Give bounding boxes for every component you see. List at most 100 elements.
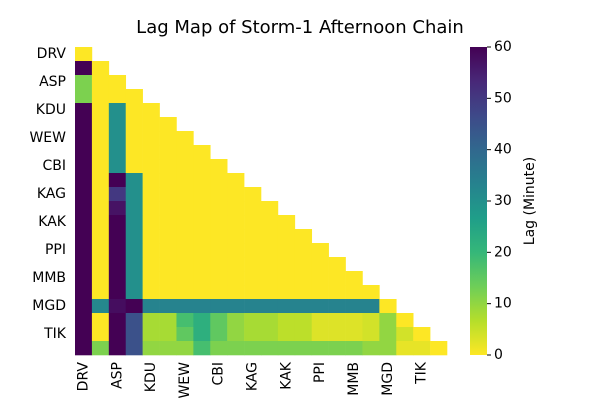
heat-cell [159, 159, 177, 174]
heat-cell [227, 173, 245, 188]
heat-cell [261, 327, 279, 342]
heat-cell [108, 103, 127, 118]
heat-cell [75, 313, 93, 328]
heat-cell [159, 285, 177, 300]
y-tick-label: MMB [32, 270, 66, 286]
heat-cell [159, 117, 177, 132]
heat-cell [125, 131, 143, 146]
heat-cell [176, 327, 194, 342]
heat-cell [261, 201, 279, 216]
heat-cell [176, 271, 194, 286]
heat-cell [277, 271, 296, 286]
heat-cell [108, 215, 127, 230]
heat-cell [159, 327, 177, 342]
heat-cell [227, 243, 245, 258]
heat-cell [108, 75, 127, 90]
heat-cell [75, 271, 93, 286]
heat-cell [277, 215, 296, 230]
heat-cell [294, 313, 313, 328]
heat-cell [277, 299, 296, 314]
heat-cell [193, 173, 211, 188]
heat-cell [142, 215, 160, 230]
heat-cell [294, 327, 313, 342]
heat-cell [91, 229, 110, 244]
heat-cell [108, 145, 127, 160]
heat-cell [193, 271, 211, 286]
heat-cell [210, 243, 228, 258]
heat-cell [227, 327, 245, 342]
heat-cell [210, 173, 228, 188]
heat-cell [362, 313, 380, 328]
heat-cell [108, 159, 127, 174]
heat-cell [193, 243, 211, 258]
heat-cell [277, 341, 296, 356]
heat-cell [328, 257, 346, 272]
heat-cell [193, 341, 211, 356]
heat-cell [261, 313, 279, 328]
heat-cell [75, 61, 93, 76]
heat-cell [328, 271, 346, 286]
heat-cell [75, 117, 93, 132]
heat-cell [345, 285, 363, 300]
heat-cell [91, 243, 110, 258]
heat-cell [125, 313, 143, 328]
colorbar-tick-label: 50 [494, 90, 512, 106]
heat-cell [227, 187, 245, 202]
heat-cell [379, 341, 397, 356]
heat-cell [193, 159, 211, 174]
heat-cell [108, 187, 127, 202]
y-tick-label: WEW [29, 130, 66, 146]
heat-cell [108, 229, 127, 244]
heat-cell [125, 173, 143, 188]
heat-cell [75, 145, 93, 160]
heat-cell [261, 271, 279, 286]
heat-cell [159, 341, 177, 356]
colorbar-label: Lag (Minute) [522, 157, 538, 245]
heat-cell [362, 341, 380, 356]
heat-cell [328, 327, 346, 342]
heat-cell [125, 89, 143, 104]
heat-cell [142, 131, 160, 146]
heat-cell [159, 131, 177, 146]
heat-cell [125, 341, 143, 356]
heat-cell [91, 159, 110, 174]
heat-cell [362, 285, 380, 300]
heat-cell [125, 271, 143, 286]
heat-cell [91, 61, 110, 76]
heat-cell [294, 299, 313, 314]
heat-cell [261, 341, 279, 356]
heat-cell [176, 341, 194, 356]
heat-cell [379, 313, 397, 328]
heat-cell [91, 327, 110, 342]
heat-cell [91, 173, 110, 188]
x-tick-label: TIK [414, 361, 430, 385]
heat-cell [311, 257, 329, 272]
heat-cell [176, 173, 194, 188]
heat-cell [430, 341, 448, 356]
heat-cell [108, 201, 127, 216]
heat-cell [176, 299, 194, 314]
heat-cell [125, 285, 143, 300]
heat-cell [176, 131, 194, 146]
heat-cell [328, 285, 346, 300]
heat-cell [396, 327, 414, 342]
heat-cell [210, 271, 228, 286]
heat-cell [311, 271, 329, 286]
heat-cell [193, 313, 211, 328]
heat-cell [125, 257, 143, 272]
y-tick-label: CBI [42, 158, 66, 174]
heat-cell [108, 89, 127, 104]
heat-cell [396, 313, 414, 328]
x-tick-label: KAK [278, 361, 294, 390]
heat-cell [176, 187, 194, 202]
heat-cell [227, 201, 245, 216]
heat-cell [159, 215, 177, 230]
heat-cell [125, 327, 143, 342]
heat-cell [159, 173, 177, 188]
heat-cell [75, 341, 93, 356]
heat-cell [142, 243, 160, 258]
heat-cell [75, 201, 93, 216]
heat-cell [142, 327, 160, 342]
heat-cell [125, 201, 143, 216]
